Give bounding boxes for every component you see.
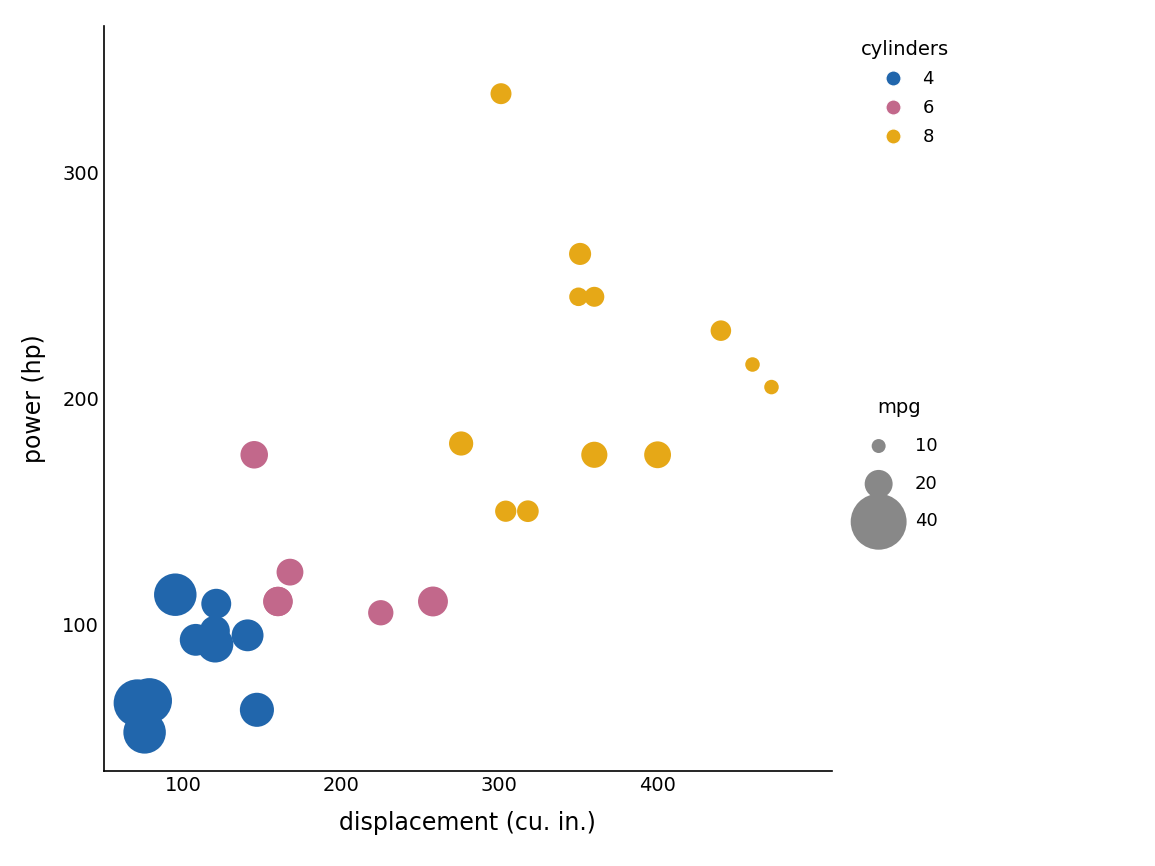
- Point: [571, 247, 589, 261]
- Point: [206, 624, 224, 637]
- Point: [762, 380, 781, 394]
- Point: [452, 436, 470, 450]
- X-axis label: displacement (cu. in.): displacement (cu. in.): [340, 811, 596, 836]
- Point: [744, 358, 762, 372]
- Point: [711, 324, 730, 338]
- Point: [281, 565, 299, 579]
- Point: [281, 565, 299, 579]
- Point: [452, 436, 470, 450]
- Point: [140, 694, 158, 708]
- Point: [424, 595, 442, 609]
- Point: [269, 595, 288, 609]
- Point: [206, 637, 224, 651]
- Point: [128, 696, 147, 710]
- Point: [569, 290, 588, 304]
- Point: [245, 448, 263, 462]
- Point: [452, 436, 470, 450]
- Y-axis label: power (hp): power (hp): [22, 334, 45, 462]
- Point: [207, 597, 225, 611]
- Point: [141, 694, 159, 708]
- Point: [372, 606, 390, 620]
- Point: [135, 726, 154, 740]
- Point: [238, 629, 256, 643]
- Point: [247, 703, 266, 717]
- Point: [648, 448, 666, 462]
- Point: [497, 504, 515, 518]
- Point: [166, 588, 185, 602]
- Point: [269, 595, 288, 609]
- Point: [586, 448, 604, 462]
- Point: [586, 290, 604, 304]
- Point: [186, 633, 204, 647]
- Point: [519, 504, 537, 518]
- Point: [492, 87, 511, 100]
- Legend: 10, 20, 40: 10, 20, 40: [855, 392, 942, 536]
